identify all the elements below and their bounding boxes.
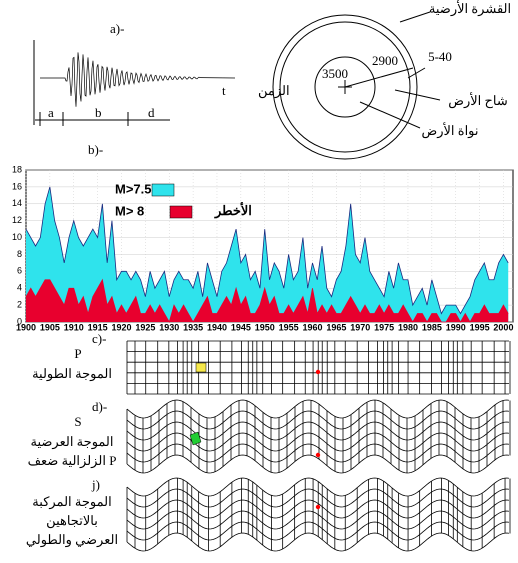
phase: a <box>48 105 54 120</box>
core <box>314 56 376 118</box>
particle-cell <box>189 431 202 446</box>
wave-caption: العرضي والطولي <box>26 532 118 548</box>
wave-caption: الموجة الطولية <box>32 366 112 382</box>
x-tick-label: 1955 <box>279 322 299 332</box>
x-tick-label: 1900 <box>16 322 36 332</box>
wave-caption: بالاتجاهين <box>46 513 98 529</box>
crust-outer <box>272 14 418 160</box>
wave-grid <box>126 340 511 395</box>
x-tick-label: 1985 <box>422 322 442 332</box>
panel-label: b)- <box>88 142 103 157</box>
crust-label: القشرة الأرضية <box>429 0 511 17</box>
seismogram <box>40 52 236 107</box>
x-tick-label: 2000 <box>493 322 513 332</box>
x-tick-label: 1925 <box>135 322 155 332</box>
x-tick-label: 1995 <box>470 322 490 332</box>
panel-label: a)- <box>110 21 124 36</box>
wave-grid <box>126 477 511 552</box>
x-tick-label: 1915 <box>88 322 108 332</box>
depth: 3500 <box>322 66 348 81</box>
y-tick-label: 0 <box>17 316 22 326</box>
phase: b <box>95 105 102 120</box>
mantle-label: شاح الأرض <box>448 92 508 109</box>
area-line <box>25 278 509 324</box>
panel-label: c)- <box>92 331 106 346</box>
legend-label: M> 8 <box>115 203 144 218</box>
earth-diagram <box>33 11 441 160</box>
panel-label: d)- <box>92 399 107 414</box>
time-symbol: t <box>222 83 226 98</box>
x-tick-label: 1970 <box>350 322 370 332</box>
crust-inner <box>279 21 411 153</box>
wave-caption: الموجة المركبة <box>32 494 111 510</box>
panel-label: j) <box>91 477 100 492</box>
wave-name: S <box>74 414 81 429</box>
depth: 5-40 <box>428 49 452 64</box>
wave-name: P <box>74 346 81 361</box>
annotation: الأخطر <box>214 202 252 219</box>
depth: 2900 <box>372 53 398 68</box>
x-tick-label: 1910 <box>64 322 84 332</box>
y-tick-label: 12 <box>12 215 22 225</box>
x-tick-label: 1940 <box>207 322 227 332</box>
leader <box>394 89 441 101</box>
wave-caption: الموجة العرضية <box>30 434 113 450</box>
core-label: نواة الأرض <box>421 122 478 139</box>
x-tick-label: 1935 <box>183 322 203 332</box>
particle <box>315 504 321 510</box>
crust-arrow <box>407 67 426 79</box>
x-tick-label: 1920 <box>111 322 131 332</box>
particle-cell <box>195 362 207 373</box>
x-tick-label: 1990 <box>446 322 466 332</box>
y-tick-label: 2 <box>17 299 22 309</box>
time-label: الزمن <box>258 83 290 99</box>
legend-swatch <box>151 183 175 197</box>
wave-grid <box>126 399 511 474</box>
y-tick-label: 16 <box>12 181 22 191</box>
y-tick-label: 6 <box>17 266 22 276</box>
grid-row <box>126 454 510 474</box>
grid-row <box>126 477 510 497</box>
leader <box>399 11 431 23</box>
x-tick-label: 1975 <box>374 322 394 332</box>
x-tick-label: 1930 <box>159 322 179 332</box>
grid-row <box>126 399 510 419</box>
y-tick-label: 18 <box>12 164 22 174</box>
phase: d <box>148 105 155 120</box>
area-line <box>25 186 509 315</box>
y-tick-label: 8 <box>17 249 22 259</box>
leader <box>359 101 421 129</box>
particle <box>315 369 321 375</box>
y-tick-label: 10 <box>12 232 22 242</box>
radius-line <box>344 67 414 88</box>
legend-label: M>7.5 <box>115 181 152 196</box>
x-tick-label: 1905 <box>40 322 60 332</box>
x-tick-label: 1950 <box>255 322 275 332</box>
wave-caption: الزلزالية ضعف P <box>28 453 117 469</box>
x-tick-label: 1945 <box>231 322 251 332</box>
legend-swatch <box>169 205 193 219</box>
y-tick-label: 14 <box>12 198 22 208</box>
y-tick-label: 4 <box>17 283 22 293</box>
particle <box>315 452 321 458</box>
x-tick-label: 1965 <box>326 322 346 332</box>
x-tick-label: 1980 <box>398 322 418 332</box>
x-tick-label: 1960 <box>302 322 322 332</box>
